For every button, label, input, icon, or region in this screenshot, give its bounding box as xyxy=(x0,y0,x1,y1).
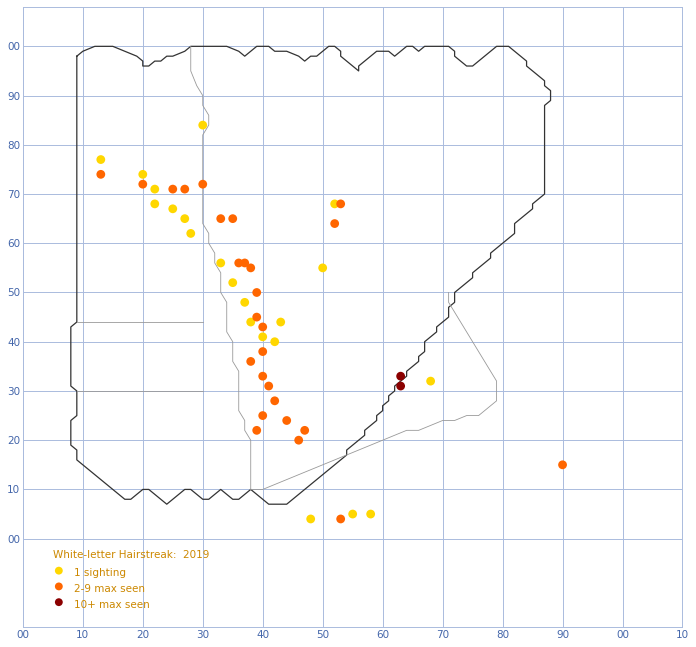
Point xyxy=(137,179,148,190)
Point xyxy=(329,219,340,229)
Point xyxy=(251,287,262,298)
Point xyxy=(95,169,106,179)
Point xyxy=(185,228,196,239)
Point xyxy=(167,204,178,214)
Point xyxy=(137,169,148,179)
Point xyxy=(251,312,262,322)
Point xyxy=(299,425,310,435)
Point xyxy=(245,356,256,367)
Point xyxy=(179,184,190,194)
Point xyxy=(257,346,268,356)
Point xyxy=(335,199,346,209)
Point xyxy=(197,120,208,130)
Point xyxy=(215,214,226,224)
Point xyxy=(227,278,238,288)
Point xyxy=(245,263,256,273)
Point xyxy=(197,179,208,190)
Point xyxy=(293,435,304,445)
Point xyxy=(347,509,358,520)
Point xyxy=(263,381,274,391)
Point xyxy=(317,263,329,273)
Text: 2-9 max seen: 2-9 max seen xyxy=(74,584,145,594)
Point xyxy=(305,514,316,524)
Point xyxy=(54,581,65,591)
Point xyxy=(329,199,340,209)
Point xyxy=(54,565,65,576)
Point xyxy=(239,297,251,307)
Point xyxy=(281,415,292,426)
Point xyxy=(251,425,262,435)
Text: 10+ max seen: 10+ max seen xyxy=(74,600,150,609)
Point xyxy=(269,336,280,347)
Point xyxy=(275,317,286,327)
Point xyxy=(557,459,568,470)
Point xyxy=(239,258,251,268)
Point xyxy=(335,514,346,524)
Point xyxy=(149,184,160,194)
Point xyxy=(215,258,226,268)
Point xyxy=(95,155,106,165)
Point xyxy=(365,509,377,520)
Point xyxy=(233,258,244,268)
Point xyxy=(257,322,268,332)
Point xyxy=(149,199,160,209)
Point xyxy=(167,184,178,194)
Text: White-letter Hairstreak:  2019: White-letter Hairstreak: 2019 xyxy=(53,551,209,560)
Point xyxy=(257,410,268,421)
Point xyxy=(269,395,280,406)
Point xyxy=(54,597,65,608)
Point xyxy=(227,214,238,224)
Point xyxy=(425,376,436,386)
Point xyxy=(257,332,268,342)
Text: 1 sighting: 1 sighting xyxy=(74,568,126,578)
Point xyxy=(395,381,406,391)
Point xyxy=(257,371,268,381)
Point xyxy=(179,214,190,224)
Point xyxy=(245,317,256,327)
Point xyxy=(395,371,406,381)
